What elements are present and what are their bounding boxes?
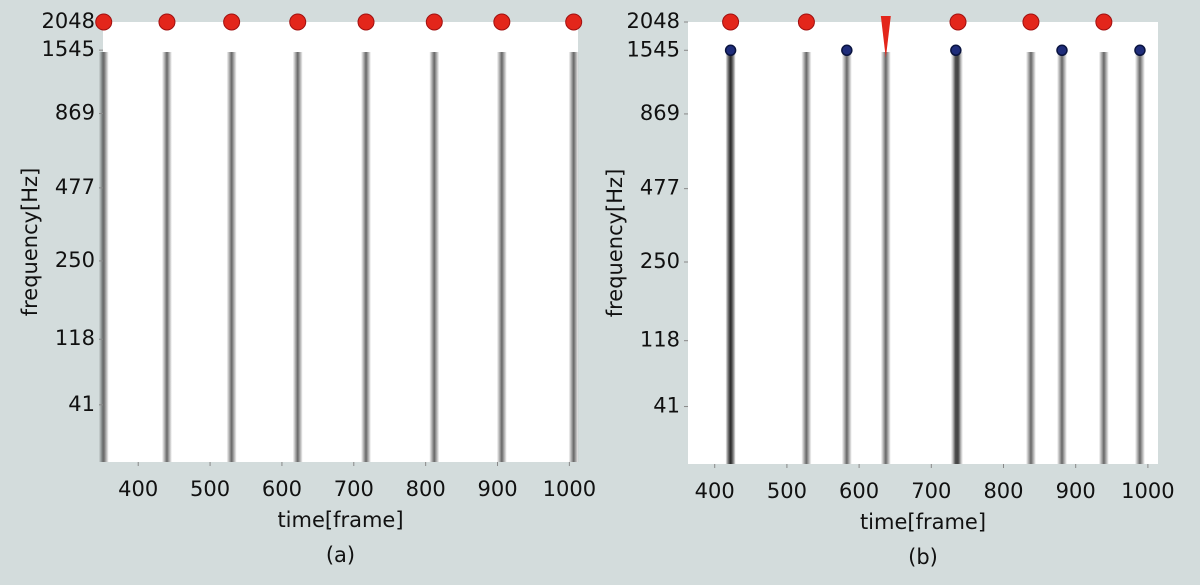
x-axis-label: time[frame] bbox=[277, 508, 403, 532]
onset-marker bbox=[1134, 44, 1146, 57]
y-tick-label: 41 bbox=[653, 394, 680, 418]
x-tick-label: 400 bbox=[695, 479, 735, 503]
event-marker bbox=[158, 13, 176, 31]
x-tick-label: 400 bbox=[118, 477, 158, 501]
y-tick-label: 869 bbox=[55, 101, 95, 125]
y-tick-label: 41 bbox=[68, 392, 95, 416]
y-tick-label: 869 bbox=[640, 101, 680, 125]
y-tick-label: 2048 bbox=[627, 9, 680, 33]
x-tick-label: 600 bbox=[262, 477, 302, 501]
y-tick-label: 118 bbox=[640, 328, 680, 352]
y-tick-label: 250 bbox=[640, 249, 680, 273]
x-tick-label: 500 bbox=[767, 479, 807, 503]
x-tick-label: 900 bbox=[1056, 479, 1096, 503]
onset-marker bbox=[1056, 44, 1068, 57]
y-tick-label: 1545 bbox=[42, 37, 95, 61]
x-tick-label: 700 bbox=[334, 477, 374, 501]
streak bbox=[950, 52, 961, 464]
streak bbox=[568, 52, 579, 462]
caption: (b) bbox=[908, 545, 938, 569]
streak bbox=[880, 52, 891, 464]
streak bbox=[1134, 52, 1145, 464]
streak bbox=[1056, 52, 1067, 464]
event-marker bbox=[722, 13, 740, 31]
event-marker bbox=[425, 13, 443, 31]
x-tick-label: 700 bbox=[911, 479, 951, 503]
event-marker bbox=[223, 13, 241, 31]
event-marker bbox=[797, 13, 815, 31]
streak bbox=[292, 52, 303, 462]
x-axis-label: time[frame] bbox=[860, 510, 986, 534]
event-marker bbox=[493, 13, 511, 31]
y-axis-label: frequency[Hz] bbox=[603, 169, 627, 318]
y-tick-label: 250 bbox=[55, 248, 95, 272]
x-tick-label: 500 bbox=[190, 477, 230, 501]
x-tick-label: 800 bbox=[983, 479, 1023, 503]
event-marker bbox=[1095, 13, 1113, 31]
caption: (a) bbox=[326, 543, 355, 567]
x-tick-label: 800 bbox=[406, 477, 446, 501]
onset-marker bbox=[841, 44, 853, 57]
plot-area bbox=[688, 22, 1158, 464]
triangle-marker bbox=[880, 16, 891, 58]
streak bbox=[161, 52, 172, 462]
streak bbox=[429, 52, 440, 462]
event-marker bbox=[357, 13, 375, 31]
y-tick-label: 1545 bbox=[627, 37, 680, 61]
x-tick-label: 1000 bbox=[1121, 479, 1174, 503]
onset-marker bbox=[724, 44, 737, 57]
event-marker bbox=[1022, 13, 1040, 31]
event-marker bbox=[949, 13, 967, 31]
x-tick-label: 1000 bbox=[543, 477, 596, 501]
x-tick-label: 600 bbox=[839, 479, 879, 503]
streak bbox=[801, 52, 812, 464]
y-tick-label: 477 bbox=[640, 176, 680, 200]
streak bbox=[725, 52, 736, 464]
x-tick-label: 900 bbox=[477, 477, 517, 501]
streak bbox=[1025, 52, 1036, 464]
event-marker bbox=[565, 13, 583, 31]
streak bbox=[361, 52, 372, 462]
streak bbox=[841, 52, 852, 464]
streak bbox=[1098, 52, 1109, 464]
streak bbox=[98, 52, 109, 462]
y-tick-label: 477 bbox=[55, 175, 95, 199]
y-axis-label: frequency[Hz] bbox=[18, 168, 42, 317]
event-marker bbox=[95, 13, 113, 31]
streak bbox=[226, 52, 237, 462]
streak bbox=[496, 52, 507, 462]
y-tick-label: 2048 bbox=[42, 9, 95, 33]
onset-marker bbox=[950, 44, 962, 57]
y-tick-label: 118 bbox=[55, 326, 95, 350]
event-marker bbox=[289, 13, 307, 31]
